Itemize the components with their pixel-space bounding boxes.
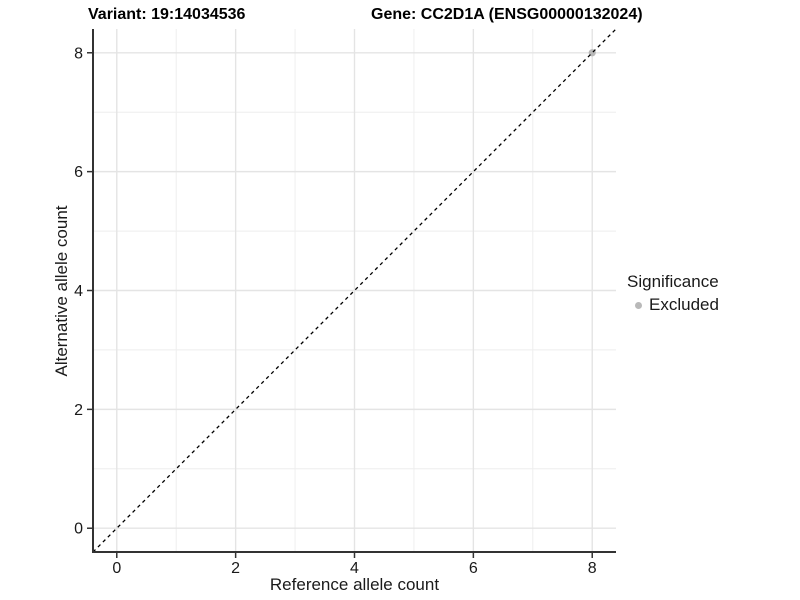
x-tick-label: 8 <box>588 560 597 577</box>
plot-title-variant: Variant: 19:14034536 <box>88 6 246 23</box>
identity-line <box>92 28 617 553</box>
y-tick-label: 6 <box>74 164 83 181</box>
y-tick-label: 2 <box>74 402 83 419</box>
y-tick-label: 8 <box>74 45 83 62</box>
legend: Significance Excluded <box>627 272 719 315</box>
legend-items: Excluded <box>627 295 719 315</box>
plot-title-gene: Gene: CC2D1A (ENSG00000132024) <box>371 6 643 23</box>
x-tick-label: 4 <box>350 560 359 577</box>
legend-title: Significance <box>627 272 719 291</box>
legend-key <box>627 301 649 309</box>
legend-item-label: Excluded <box>649 295 719 314</box>
legend-point-icon <box>634 301 642 309</box>
y-tick-label: 0 <box>74 521 83 538</box>
x-tick-label: 0 <box>112 560 121 577</box>
x-tick-label: 6 <box>469 560 478 577</box>
x-tick-label: 2 <box>231 560 240 577</box>
legend-item: Excluded <box>627 295 719 315</box>
x-axis-title: Reference allele count <box>269 575 440 594</box>
y-axis-title: Alternative allele count <box>52 205 71 377</box>
y-tick-label: 4 <box>74 283 83 300</box>
